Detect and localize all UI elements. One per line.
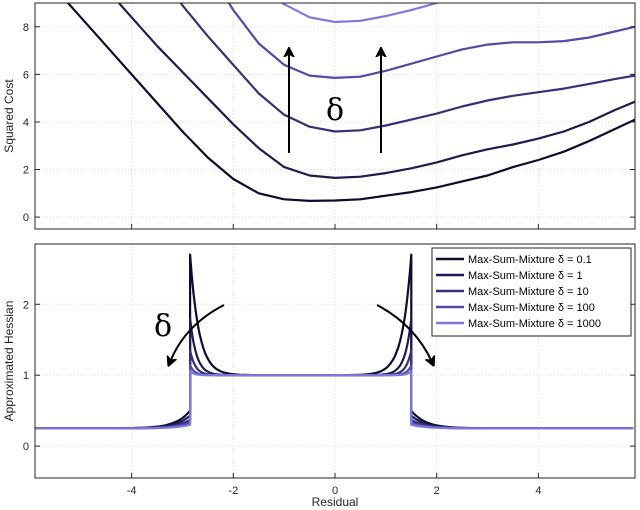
top-y-tick-label: 4 xyxy=(23,117,29,129)
bottom-x-axis-label: Residual xyxy=(312,495,359,509)
bottom-y-tick-label: 1 xyxy=(23,370,29,382)
top-y-tick-label: 8 xyxy=(23,22,29,34)
bottom-y-tick-label: 2 xyxy=(23,299,29,311)
legend-entry-label: Max-Sum-Mixture δ = 0.1 xyxy=(468,254,592,266)
top-y-tick-label: 0 xyxy=(23,212,29,224)
bottom-x-tick-label: -4 xyxy=(127,485,137,497)
top-plot-area xyxy=(35,3,635,229)
bottom-y-axis-label: Approximated Hessian xyxy=(2,301,16,422)
bottom-arrow-right xyxy=(376,304,432,362)
top-series-line xyxy=(279,3,441,24)
legend-entry-label: Max-Sum-Mixture δ = 10 xyxy=(468,286,589,298)
bottom-delta-annotation: δ xyxy=(154,309,172,344)
top-series-line xyxy=(227,3,635,80)
top-y-ticks: 0 2 4 6 8 xyxy=(23,22,635,229)
top-grid xyxy=(35,3,635,229)
top-y-axis-label: Squared Cost xyxy=(2,79,16,153)
bottom-arrow-left xyxy=(170,304,225,362)
legend: Max-Sum-Mixture δ = 0.1 Max-Sum-Mixture δ… xyxy=(431,247,632,337)
legend-entry-label: Max-Sum-Mixture δ = 100 xyxy=(468,302,595,314)
bottom-x-tick-label: 0 xyxy=(332,485,338,497)
top-panel: 0 2 4 6 8 Squared Cost δ xyxy=(2,2,636,230)
top-series-line xyxy=(179,3,635,133)
bottom-x-tick-label: 4 xyxy=(535,485,541,497)
bottom-x-ticks: -4 -2 0 2 4 xyxy=(127,473,541,497)
bottom-panel: 0 1 2 -4 -2 0 2 4 Approximated Hessian Residua… xyxy=(2,243,636,509)
top-delta-annotation: δ xyxy=(326,93,344,128)
bottom-series-group xyxy=(35,253,634,430)
legend-entry-label: Max-Sum-Mixture δ = 1 xyxy=(468,270,583,282)
top-series-group xyxy=(66,3,635,202)
bottom-series-line xyxy=(35,369,634,430)
bottom-y-tick-label: 0 xyxy=(23,441,29,453)
top-series-line xyxy=(117,3,635,179)
legend-box xyxy=(431,247,632,337)
top-series-line xyxy=(66,3,635,202)
top-y-tick-label: 6 xyxy=(23,69,29,81)
top-y-tick-label: 2 xyxy=(23,165,29,177)
bottom-x-tick-label: 2 xyxy=(434,485,440,497)
bottom-x-tick-label: -2 xyxy=(228,485,238,497)
legend-entry-label: Max-Sum-Mixture δ = 1000 xyxy=(468,318,601,330)
